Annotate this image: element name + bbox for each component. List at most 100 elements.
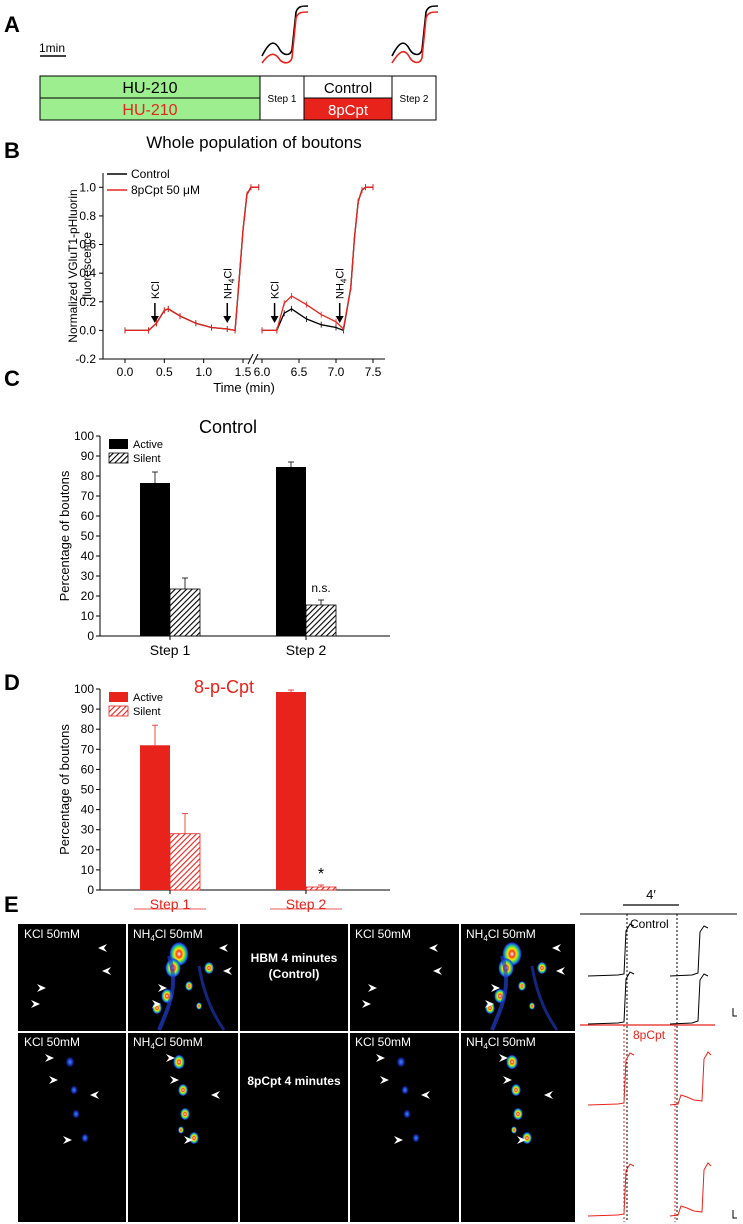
fluorescence-spot-dim [72, 1109, 80, 1119]
panel-b-y-tick-label: 0.6 [79, 238, 96, 252]
fluorescence-spot-dim [401, 1085, 409, 1095]
neurite-process [157, 955, 176, 1031]
panel-b-x-tick-label: 1.0 [195, 365, 212, 379]
legend-label: Active [133, 439, 163, 451]
hu210-label-top: HU-210 [122, 80, 177, 97]
legend-label: Active [133, 692, 163, 704]
fluorescence-trace [587, 1052, 635, 1106]
bar-y-tick-label: 90 [81, 449, 95, 463]
white-arrowhead [556, 967, 565, 975]
bar-y-tick-label: 70 [81, 489, 95, 503]
white-arrowhead [376, 1054, 385, 1062]
bar-y-tick-label: 90 [81, 702, 95, 716]
bar-category-label: Step 1 [150, 642, 191, 658]
step2-label: Step 2 [400, 94, 429, 105]
trace-scale-bar [732, 1210, 737, 1219]
white-arrowhead [429, 944, 438, 952]
panel-d-annotation: * [318, 866, 324, 883]
bar-silent [169, 588, 201, 637]
panel-letter-c: C [4, 366, 20, 391]
white-arrowhead [184, 1136, 193, 1144]
bar-active [140, 483, 170, 636]
white-arrowhead [552, 944, 561, 952]
panel-b-series-line-drug [125, 186, 259, 332]
panel-b-arrow-head [335, 316, 344, 323]
neurite-process [530, 965, 559, 1031]
trace-label-control: Control [630, 917, 669, 931]
panel-e-tile-label: KCl 50mM [355, 1035, 411, 1049]
panel-e-tile-label: KCl 50mM [355, 927, 411, 941]
white-arrowhead [485, 1000, 494, 1008]
bar-y-label: Percentage of boutons [57, 470, 72, 601]
fluorescence-spot [178, 1126, 184, 1134]
panel-letter-d: D [4, 670, 20, 695]
fluorescence-trace [587, 971, 635, 1025]
bar-y-tick-label: 10 [81, 609, 95, 623]
panel-b-chart: -0.2 0.0 0.2 0.4 0.6 0.8 1.0 0.0 0.5 1.0 1.5 6.0 6.5… [66, 167, 385, 395]
drug-box-label: 8pCpt [328, 102, 369, 119]
white-arrowhead [517, 1136, 526, 1144]
bar-active [276, 467, 306, 636]
bar-y-tick-label: 0 [87, 629, 94, 643]
panel-b-y-tick-label: 0.0 [79, 323, 96, 337]
panel-b-arrow-label: NH4Cl [335, 268, 349, 299]
fluorescence-spot [511, 1126, 517, 1134]
panel-e-middle-label: 8pCpt 4 minutes [247, 1074, 341, 1088]
bar-y-tick-label: 10 [81, 863, 95, 877]
trace-scale-bar [732, 1008, 737, 1017]
bar-y-tick-label: 50 [81, 783, 95, 797]
fluorescence-spot [518, 981, 526, 991]
step1-label: Step 1 [268, 94, 297, 105]
panel-a-trace-step2 [391, 5, 439, 64]
panel-b-axis-break [247, 353, 254, 365]
white-arrowhead [49, 1076, 58, 1084]
fluorescence-spot [513, 1107, 523, 1121]
step2-box [391, 75, 437, 121]
fluorescence-trace [669, 1051, 712, 1106]
panel-letter-a: A [4, 12, 20, 37]
panel-b-legend-label: 8pCpt 50 μM [131, 183, 200, 197]
white-arrowhead [380, 1076, 389, 1084]
panel-b-y-label: Normalized VGluT1-pHluorin [66, 189, 80, 342]
white-arrowhead [170, 1076, 179, 1084]
bar-y-tick-label: 40 [81, 803, 95, 817]
step1-box [259, 75, 305, 121]
panel-c-title: Control [199, 417, 257, 437]
bar-y-label: Percentage of boutons [57, 724, 72, 855]
panel-b-y-tick-label: 1.0 [79, 180, 96, 194]
white-arrowhead [152, 1000, 161, 1008]
fluorescence-spot [506, 1054, 518, 1070]
white-arrowhead [90, 1091, 99, 1099]
fluorescence-spot [537, 961, 547, 975]
panel-b-x-tick-label: 6.0 [254, 365, 271, 379]
panel-b-arrow-head [270, 316, 279, 323]
legend-label: Silent [133, 706, 161, 718]
legend-swatch-active [109, 439, 128, 449]
fluorescence-spot-dim [412, 1133, 420, 1143]
panel-e-tile-label: KCl 50mM [24, 927, 80, 941]
neurite-process [197, 965, 226, 1031]
fluorescence-spot-dim [65, 1056, 75, 1068]
white-arrowhead [45, 1054, 54, 1062]
panel-letter-e: E [4, 892, 19, 917]
panel-b-y-label: fluorescence [80, 232, 94, 300]
legend-swatch-active [109, 692, 128, 702]
panel-e-middle-label: HBM 4 minutes [251, 951, 338, 965]
legend-swatch-silent [108, 452, 129, 464]
white-arrowhead [158, 984, 167, 992]
white-arrowhead [362, 1000, 371, 1008]
bar-category-label: Step 2 [286, 642, 327, 658]
panel-b-x-tick-label: 7.0 [328, 365, 345, 379]
bar-y-tick-label: 60 [81, 762, 95, 776]
white-arrowhead [491, 984, 500, 992]
hu210-label-bottom: HU-210 [122, 102, 177, 119]
bar-y-tick-label: 30 [81, 823, 95, 837]
white-arrowhead [211, 1091, 220, 1099]
panel-b-arrow-head [150, 316, 159, 323]
white-arrowhead [31, 1000, 40, 1008]
bar-y-tick-label: 80 [81, 469, 95, 483]
fluorescence-trace [669, 973, 709, 1025]
panel-b-y-tick-label: 0.4 [79, 266, 96, 280]
white-arrowhead [368, 984, 377, 992]
